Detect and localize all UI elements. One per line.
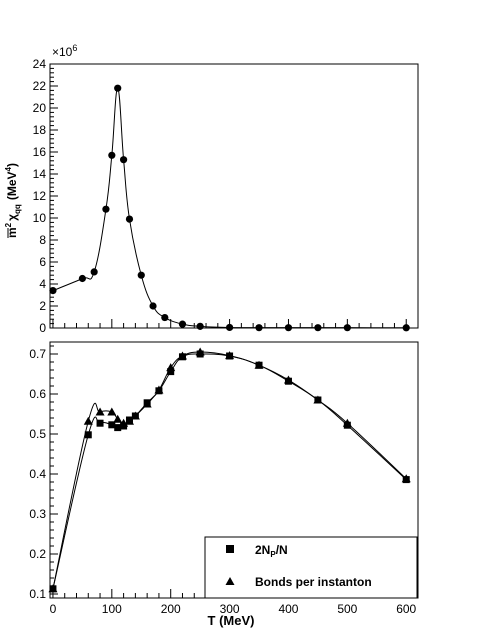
legend-marker-triangle <box>225 577 235 585</box>
data-point-square <box>108 421 116 429</box>
data-point-circle <box>225 323 234 332</box>
data-point-circle <box>343 324 351 332</box>
bottom-x-tick-label: 300 <box>220 602 240 616</box>
legend-marker-square <box>226 545 234 553</box>
top-y-tick-label: 10 <box>33 211 47 225</box>
bottom-y-tick-label: 0.7 <box>29 347 46 361</box>
bottom-markers <box>48 347 411 593</box>
data-point-triangle <box>283 375 293 384</box>
top-markers <box>49 84 410 332</box>
bottom-y-axis: 0.1 0.2 0.3 0.4 0.5 0.6 0.7 <box>29 345 58 601</box>
data-point-circle <box>90 268 98 276</box>
data-point-triangle <box>83 416 93 425</box>
data-point-triangle <box>401 474 411 483</box>
top-y-tick-label: 18 <box>33 123 47 137</box>
bottom-y-tick-label: 0.4 <box>29 467 46 481</box>
legend-label-bonds: Bonds per instanton <box>255 575 372 589</box>
data-point-triangle <box>95 407 105 416</box>
bottom-x-tick-label: 500 <box>337 602 357 616</box>
data-point-triangle <box>48 584 58 593</box>
data-point-circle <box>125 215 134 223</box>
data-point-circle <box>284 324 293 332</box>
legend-box <box>204 536 418 599</box>
data-point-triangle <box>124 416 134 425</box>
data-point-triangle <box>107 407 117 416</box>
data-point-triangle <box>142 399 152 408</box>
data-point-circle <box>255 324 263 332</box>
data-point-circle <box>314 324 322 332</box>
data-point-circle <box>78 274 86 283</box>
data-point-square <box>114 424 122 432</box>
data-point-triangle <box>154 385 164 394</box>
data-point-triangle <box>342 418 352 427</box>
data-point-triangle <box>130 411 140 420</box>
data-point-circle <box>402 324 410 332</box>
top-y-tick-label: 4 <box>39 277 46 291</box>
data-point-circle <box>196 322 204 330</box>
top-y-tick-label: 12 <box>33 189 47 203</box>
data-point-triangle <box>166 363 176 372</box>
top-y-tick-label: 24 <box>33 57 47 71</box>
data-point-circle <box>102 205 110 213</box>
top-y-tick-label: 6 <box>39 255 46 269</box>
top-y-tick-label: 22 <box>33 79 47 93</box>
legend-label-2np-n: 2NP/N <box>255 543 288 559</box>
data-point-circle <box>161 313 169 322</box>
bottom-y-tick-label: 0.6 <box>29 387 46 401</box>
data-point-circle <box>120 156 128 164</box>
bottom-y-tick-label: 0.1 <box>29 587 46 601</box>
bottom-y-tick-label: 0.5 <box>29 427 46 441</box>
top-y-tick-label: 16 <box>33 145 47 159</box>
data-point-triangle <box>225 351 235 360</box>
bottom-x-tick-label: 600 <box>396 602 416 616</box>
data-point-square <box>84 431 92 439</box>
legend: 2NP/N Bonds per instanton <box>204 536 418 599</box>
data-point-square <box>96 419 104 427</box>
bottom-y-tick-label: 0.3 <box>29 507 46 521</box>
data-point-triangle <box>254 360 264 369</box>
data-point-triangle <box>195 347 205 356</box>
top-y-tick-label: 20 <box>33 101 47 115</box>
top-scale-exponent: 6 <box>72 43 77 53</box>
top-plot-frame <box>49 63 419 329</box>
data-point-triangle <box>313 395 323 404</box>
data-point-circle <box>108 151 116 159</box>
data-point-square <box>167 368 175 376</box>
bottom-panel: 0.1 0.2 0.3 0.4 0.5 0.6 0.7 0 100 200 300 400 500 60… <box>29 341 419 628</box>
data-point-triangle <box>177 351 187 360</box>
bottom-x-tick-label: 100 <box>102 602 122 616</box>
bottom-x-tick-label: 200 <box>161 602 181 616</box>
data-point-circle <box>178 320 187 328</box>
bottom-x-axis-title: T (MeV) <box>208 613 255 628</box>
top-scale-label: ×106 <box>52 43 77 59</box>
top-y-tick-label: 0 <box>39 321 46 335</box>
top-y-tick-label: 14 <box>33 167 47 181</box>
bottom-x-tick-label: 0 <box>50 602 57 616</box>
data-point-circle <box>137 271 145 279</box>
data-point-circle <box>149 302 157 310</box>
top-y-tick-label: 2 <box>39 299 46 313</box>
data-point-triangle <box>113 414 123 423</box>
data-point-circle <box>114 84 122 92</box>
bottom-x-tick-label: 400 <box>278 602 298 616</box>
top-y-axis-title: m2χqq(MeV4) <box>4 163 22 238</box>
data-point-circle <box>49 287 57 295</box>
top-y-tick-label: 8 <box>39 233 46 247</box>
bottom-y-tick-label: 0.2 <box>29 547 46 561</box>
